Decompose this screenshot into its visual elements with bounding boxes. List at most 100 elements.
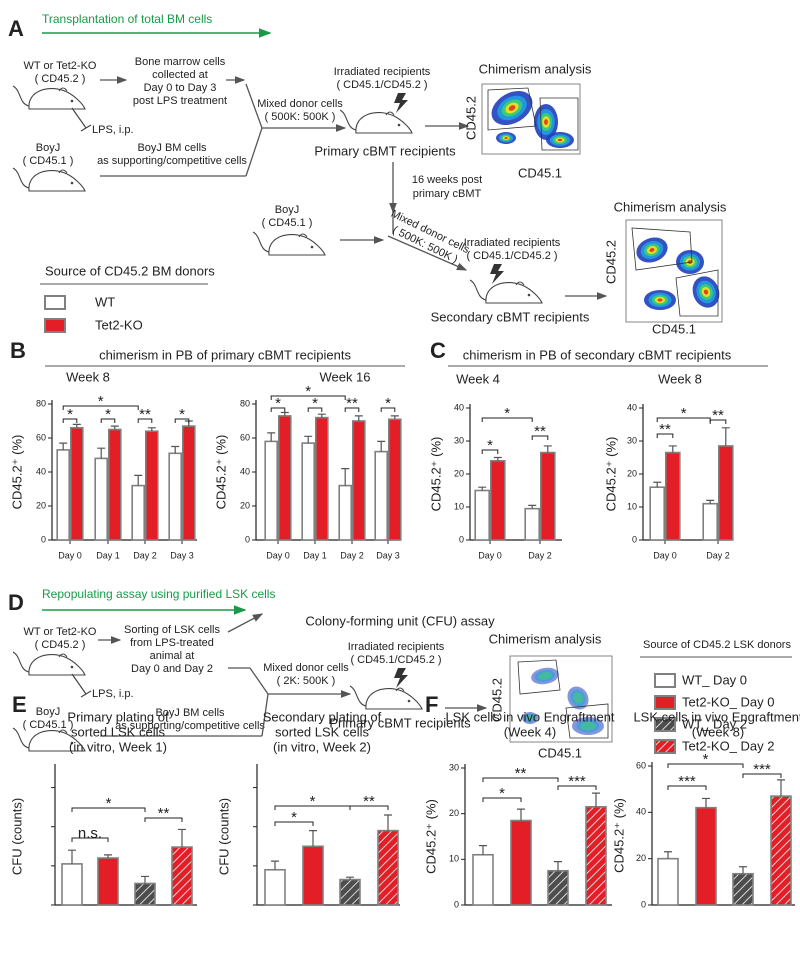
- error-bar: [134, 474, 143, 486]
- flow-density: [580, 721, 596, 731]
- label: ( CD45.1 ): [23, 155, 74, 167]
- label: CD45.2⁺ (%): [611, 798, 626, 873]
- error-bar: [528, 504, 537, 509]
- error-bar: [592, 792, 600, 807]
- significance-bracket: [380, 407, 396, 412]
- flow-density: [557, 138, 563, 142]
- mouse-eye: [70, 665, 74, 669]
- flow-density: [504, 137, 508, 139]
- error-bar: [280, 411, 289, 416]
- significance-bracket: [174, 418, 190, 423]
- bar: [374, 450, 389, 541]
- legend-swatch: [654, 695, 676, 710]
- bar: [56, 449, 71, 541]
- arrow: [387, 235, 468, 271]
- label: Day 0 and Day 2: [131, 663, 213, 675]
- mouse-eye: [70, 99, 74, 103]
- bar: [131, 484, 145, 541]
- label: CFU (counts): [9, 798, 24, 875]
- error-bar: [554, 861, 562, 871]
- label: Colony-forming unit (CFU) assay: [305, 613, 495, 628]
- error-bar: [493, 456, 502, 461]
- significance-bracket: [62, 418, 78, 423]
- label: Bone marrow cells: [135, 56, 226, 68]
- mouse-tail: [12, 727, 30, 749]
- injection-line: [71, 107, 87, 129]
- error-bar: [271, 860, 279, 870]
- error-bar: [110, 425, 119, 430]
- error-bar: [777, 779, 785, 797]
- label: (Week 8): [692, 724, 745, 739]
- mouse-ear: [395, 687, 405, 692]
- significance-bracket: [274, 821, 314, 826]
- label: BoyJ: [36, 142, 60, 154]
- label: Day 0: [478, 550, 502, 560]
- label: *: [98, 393, 104, 410]
- bar: [524, 507, 541, 541]
- label: Irradiated recipients: [348, 641, 445, 653]
- y-tick-label: 30: [627, 435, 637, 445]
- significance-bracket: [100, 418, 116, 423]
- mouse-ear: [58, 169, 68, 174]
- radiation-icon: [394, 93, 408, 113]
- flow-density: [572, 692, 584, 704]
- label: ( CD45.1/CD45.2 ): [466, 250, 557, 262]
- label: Day 0: [58, 550, 82, 560]
- label: chimerism in PB of primary cBMT recipien…: [99, 347, 351, 362]
- label: n.s.: [78, 825, 102, 842]
- label: Source of CD45.2 BM donors: [45, 263, 215, 278]
- label: BoyJ BM cells: [137, 142, 207, 154]
- flow-gate: [517, 659, 561, 695]
- bar: [264, 868, 286, 906]
- error-bar: [267, 432, 276, 442]
- mouse-ear: [58, 729, 68, 734]
- bar: [108, 428, 122, 541]
- y-tick-label: 20: [36, 500, 46, 510]
- label: WT: [95, 294, 115, 309]
- label: Tet2-KO_ Day 0: [682, 694, 775, 709]
- significance-bracket: [667, 785, 707, 790]
- label: CD45.2: [489, 678, 504, 722]
- significance-bracket: [137, 418, 153, 423]
- error-bar: [141, 875, 149, 884]
- bar: [547, 869, 569, 906]
- label: Day 1: [96, 550, 120, 560]
- y-tick-label: 40: [454, 402, 464, 412]
- mouse-body: [365, 688, 423, 710]
- significance-bracket: [656, 433, 674, 438]
- label: *: [275, 395, 281, 412]
- bar: [472, 853, 494, 906]
- label: *: [105, 406, 111, 423]
- significance-bracket: [531, 435, 549, 440]
- label: ( CD45.1/CD45.2 ): [336, 79, 427, 91]
- label: Day 2: [528, 550, 552, 560]
- label: Tet2-KO_ Day 2: [682, 738, 775, 753]
- significance-bracket: [349, 805, 389, 810]
- label: CD45.2⁺ (%): [213, 435, 228, 510]
- label: LSK cells in vivo Engraftment: [633, 709, 800, 724]
- label: *: [504, 405, 510, 422]
- label: (in vitro, Week 1): [69, 739, 167, 754]
- bar: [338, 484, 353, 541]
- label: sorted LSK cells: [275, 724, 369, 739]
- significance-bracket: [344, 407, 360, 412]
- bar: [702, 502, 719, 541]
- significance-bracket: [144, 817, 183, 822]
- bar: [339, 878, 361, 906]
- mouse-tail: [12, 85, 30, 107]
- label: WT or Tet2-KO: [24, 626, 97, 638]
- label: (in vitro, Week 2): [273, 739, 371, 754]
- label: ( CD45.1 ): [262, 217, 313, 229]
- bar: [732, 872, 754, 906]
- y-tick-label: 40: [240, 466, 250, 476]
- bar: [387, 418, 402, 541]
- bar: [649, 486, 666, 541]
- label: Week 4: [456, 371, 500, 386]
- label: *: [385, 395, 391, 412]
- flow-density: [657, 298, 663, 302]
- flow-density: [544, 119, 548, 125]
- label: (Week 4): [504, 724, 557, 739]
- label: Sorting of LSK cells: [124, 624, 220, 636]
- error-bar: [543, 445, 552, 453]
- y-tick-label: 40: [636, 807, 646, 817]
